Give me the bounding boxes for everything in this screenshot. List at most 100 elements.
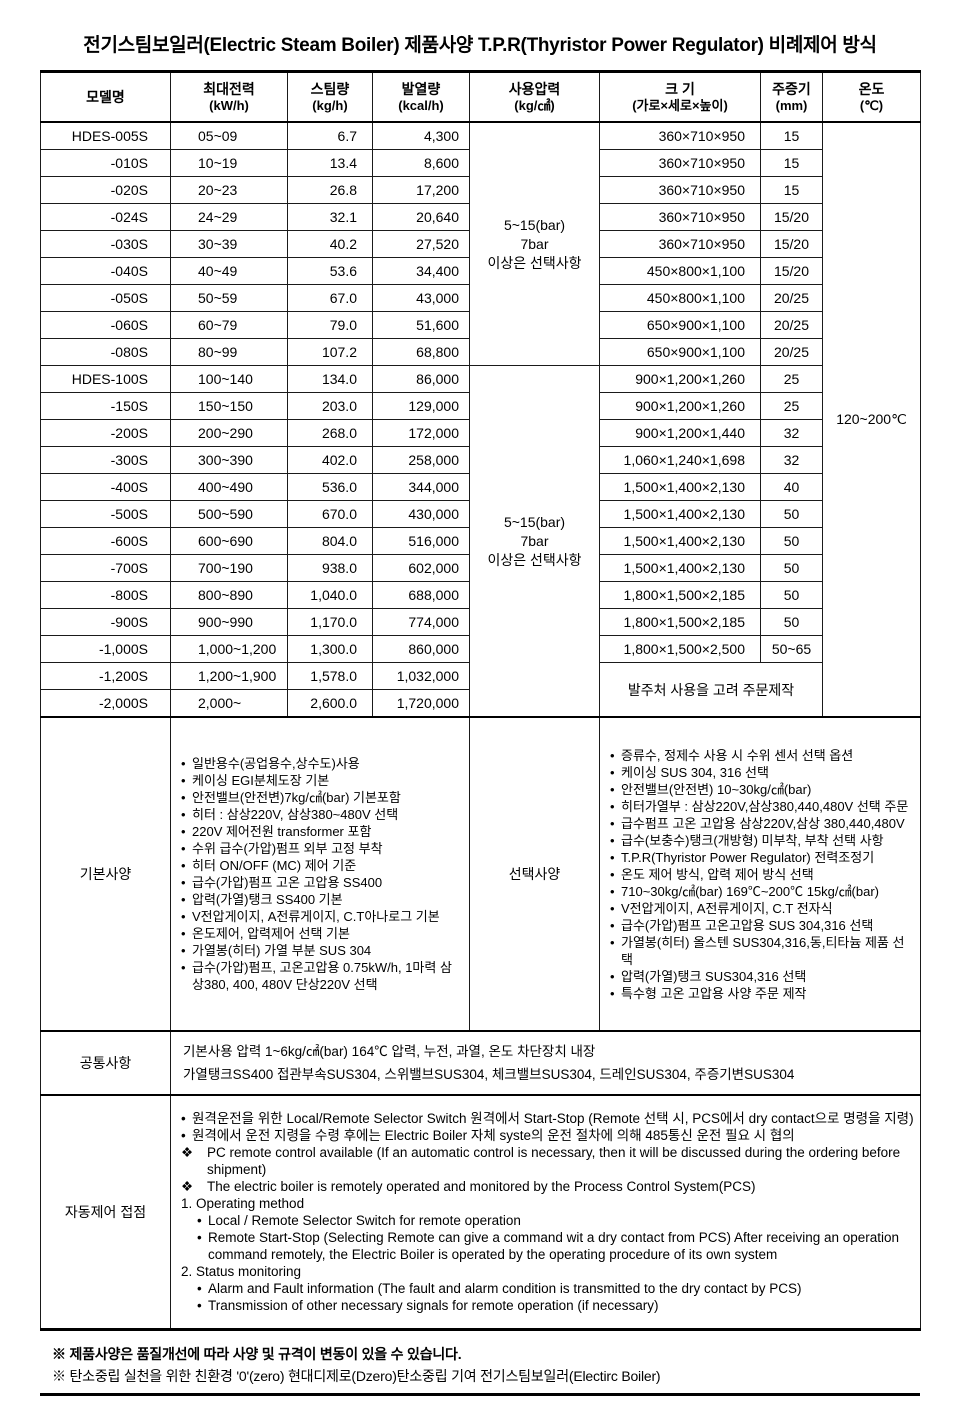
heat-cell: 774,000	[372, 608, 470, 636]
auto-control-content: • 원격운전을 위한 Local/Remote Selector Switch 원…	[170, 1094, 921, 1330]
bullet-icon: •	[181, 756, 186, 771]
common-spec-content: 기본사용 압력 1~6kg/㎠(bar) 164℃ 압력, 누전, 과열, 온도…	[170, 1030, 921, 1096]
column-header: 사용압력 (kg/㎠)	[469, 71, 600, 123]
pipe-cell: 15/20	[760, 203, 823, 231]
heat-cell: 688,000	[372, 581, 470, 609]
heat-cell: 258,000	[372, 446, 470, 474]
power-cell: 1,000~1,200	[170, 635, 288, 663]
model-cell: -050S	[40, 284, 171, 312]
size-cell: 360×710×950	[599, 176, 761, 204]
diamond-icon: ❖	[181, 1179, 194, 1194]
heat-cell: 68,800	[372, 338, 470, 366]
model-cell: HDES-005S	[40, 121, 171, 150]
bullet-icon: •	[610, 900, 615, 916]
power-cell: 40~49	[170, 257, 288, 285]
spec-row: HDES-005S 05~09 6.7 4,300 5~15(bar) 7bar 이상은…	[40, 121, 921, 718]
power-cell: 600~690	[170, 527, 288, 555]
pipe-cell: 25	[760, 392, 823, 420]
list-item: • 안전밸브(안전변)7kg/㎠(bar) 기본포함	[181, 790, 401, 805]
pipe-cell: 50~65	[760, 635, 823, 663]
spec-row: -080S 80~99 107.2 68,800 650×900×1,100 20/25	[40, 338, 921, 366]
pipe-cell: 15	[760, 149, 823, 177]
steam-cell: 67.0	[287, 284, 373, 312]
bullet-icon: •	[610, 934, 615, 950]
list-item: • 가열봉(히터) 올스텐 SUS304,316,동,티타늄 제품 선택	[610, 934, 905, 967]
pipe-cell: 20/25	[760, 338, 823, 366]
column-header: 발열량 (kcal/h)	[372, 71, 470, 123]
model-cell: -600S	[40, 527, 171, 555]
power-cell: 60~79	[170, 311, 288, 339]
model-cell: -400S	[40, 473, 171, 501]
heat-cell: 34,400	[372, 257, 470, 285]
column-header: 스팀량 (kg/h)	[287, 71, 373, 123]
bullet-icon: •	[610, 798, 615, 814]
power-cell: 400~490	[170, 473, 288, 501]
spec-row: -024S 24~29 32.1 20,640 360×710×950 15/20	[40, 203, 921, 231]
power-cell: 500~590	[170, 500, 288, 528]
spec-row: -010S 10~19 13.4 8,600 360×710×950 15	[40, 149, 921, 177]
model-cell: -060S	[40, 311, 171, 339]
bullet-icon: •	[181, 875, 186, 890]
bullet-icon: •	[181, 960, 186, 975]
pipe-cell: 32	[760, 446, 823, 474]
pipe-cell: 15	[760, 121, 823, 150]
auto-control-line: • Transmission of other necessary signals…	[197, 1298, 659, 1313]
column-header: 최대전력 (kW/h)	[170, 71, 288, 123]
bullet-icon: •	[610, 866, 615, 882]
model-cell: -1,200S	[40, 662, 171, 690]
heat-cell: 860,000	[372, 635, 470, 663]
diamond-icon: ❖	[181, 1145, 194, 1160]
bullet-icon: •	[610, 764, 615, 780]
steam-cell: 938.0	[287, 554, 373, 582]
column-header: 모델명	[40, 71, 171, 123]
power-cell: 05~09	[170, 121, 288, 150]
power-cell: 800~890	[170, 581, 288, 609]
steam-cell: 40.2	[287, 230, 373, 258]
power-cell: 80~99	[170, 338, 288, 366]
size-cell: 450×800×1,100	[599, 284, 761, 312]
auto-control-line: • 원격운전을 위한 Local/Remote Selector Switch 원…	[181, 1111, 914, 1126]
spec-row: -800S 800~890 1,040.0 688,000 1,800×1,500×2,…	[40, 581, 921, 609]
pipe-cell: 32	[760, 419, 823, 447]
pipe-cell: 50	[760, 527, 823, 555]
basic-optional-row: 기본사양 • 일반용수(공업용수,상수도)사용 • 케이싱 EGI분체도장 기본 • 안전…	[40, 716, 921, 1032]
bullet-icon: •	[610, 747, 615, 763]
pipe-cell: 20/25	[760, 284, 823, 312]
power-cell: 200~290	[170, 419, 288, 447]
heat-cell: 344,000	[372, 473, 470, 501]
model-cell: HDES-100S	[40, 365, 171, 393]
size-cell: 650×900×1,100	[599, 311, 761, 339]
list-item: • 급수(가압)펌프, 고온고압용 0.75kW/h, 1마력 삼상380, 40…	[181, 960, 452, 992]
power-cell: 2,000~	[170, 689, 288, 718]
spec-row: -300S 300~390 402.0 258,000 1,060×1,240×1,69…	[40, 446, 921, 474]
auto-control-line: • Alarm and Fault information (The fault …	[197, 1281, 802, 1296]
model-cell: -500S	[40, 500, 171, 528]
pressure-cell: 5~15(bar) 7bar 이상은 선택사항	[469, 365, 600, 718]
auto-control-line: • Remote Start-Stop (Selecting Remote can…	[197, 1230, 900, 1262]
list-item: • 증류수, 정제수 사용 시 수위 센서 선택 옵션	[610, 747, 854, 763]
list-item: • 온도 제어 방식, 압력 제어 방식 선택	[610, 866, 814, 882]
pressure-cell: 5~15(bar) 7bar 이상은 선택사항	[469, 121, 600, 366]
spec-row: HDES-100S 100~140 134.0 86,000 5~15(bar) 7ba…	[40, 365, 921, 718]
steam-cell: 402.0	[287, 446, 373, 474]
spec-header-row: 모델명 최대전력 (kW/h) 스팀량 (kg/h) 발열량 (kcal/h) 사용압력 (kg…	[40, 71, 921, 123]
list-item: • 가열봉(히터) 가열 부분 SUS 304	[181, 943, 372, 958]
size-cell: 1,800×1,500×2,500	[599, 635, 761, 663]
heat-cell: 602,000	[372, 554, 470, 582]
bullet-icon: •	[181, 1128, 186, 1143]
power-cell: 30~39	[170, 230, 288, 258]
steam-cell: 6.7	[287, 121, 373, 150]
model-cell: -030S	[40, 230, 171, 258]
column-header: 주증기 (mm)	[760, 71, 823, 123]
pipe-cell: 15/20	[760, 257, 823, 285]
footnote-quality: ※ 제품사양은 품질개선에 따라 사양 및 규격이 변동이 있을 수 있습니다.	[52, 1346, 462, 1362]
steam-cell: 2,600.0	[287, 689, 373, 718]
list-item: • 온도제어, 압력제어 선택 기본	[181, 926, 350, 941]
list-item: • 케이싱 SUS 304, 316 선택	[610, 764, 769, 780]
bullet-icon: •	[181, 790, 186, 805]
bullet-icon: •	[197, 1230, 202, 1245]
model-cell: -700S	[40, 554, 171, 582]
model-cell: -2,000S	[40, 689, 171, 718]
auto-control-line: ❖ PC remote control available (If an auto…	[181, 1145, 901, 1177]
list-item: • 급수펌프 고온 고압용 삼상220V,삼상 380,440,480V	[610, 815, 905, 831]
